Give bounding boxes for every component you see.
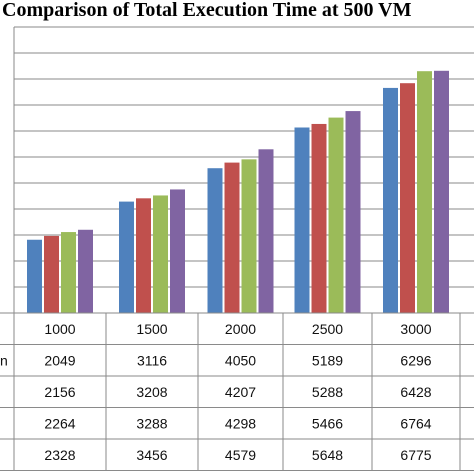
bar	[383, 87, 398, 313]
data-label: 6296	[400, 352, 431, 368]
data-label: 4050	[225, 352, 256, 368]
chart-title: Comparison of Total Execution Time at 50…	[2, 0, 412, 21]
bar	[207, 168, 223, 313]
tick-label: 1500	[136, 321, 167, 337]
bar	[44, 235, 59, 313]
data-label: 4579	[225, 447, 256, 463]
data-label: 5189	[312, 352, 343, 368]
bar	[417, 71, 432, 313]
data-label: 6428	[400, 384, 431, 400]
data-label: 4298	[225, 415, 256, 431]
data-label: 6764	[400, 415, 431, 431]
data-label: 2264	[44, 415, 75, 431]
tick-label: 2000	[225, 321, 256, 337]
data-label: 3116	[137, 352, 167, 368]
bar	[61, 232, 76, 313]
bar	[170, 189, 185, 313]
data-label: 3288	[136, 415, 167, 431]
bar	[78, 229, 93, 313]
bar	[153, 195, 168, 313]
data-label: 2049	[44, 352, 75, 368]
bar	[294, 127, 310, 313]
bar	[119, 201, 134, 313]
bar	[241, 159, 257, 313]
bar	[311, 123, 327, 313]
data-label: 3208	[136, 384, 167, 400]
bar	[27, 239, 42, 313]
data-label: 6775	[400, 447, 431, 463]
bar	[136, 198, 151, 313]
bar	[345, 111, 361, 313]
series-label: n	[0, 352, 8, 368]
bar	[258, 149, 274, 313]
bar	[434, 70, 449, 313]
tick-label: 3000	[400, 321, 431, 337]
bar	[400, 83, 415, 313]
data-label: 5466	[312, 415, 343, 431]
tick-label: 1000	[44, 321, 75, 337]
data-label: 5288	[312, 384, 343, 400]
data-label: 2156	[44, 384, 75, 400]
tick-label: 2500	[312, 321, 343, 337]
bar	[224, 162, 240, 313]
data-label: 5648	[312, 447, 343, 463]
data-label: 3456	[136, 447, 167, 463]
data-label: 2328	[44, 447, 75, 463]
bar	[328, 117, 344, 313]
data-label: 4207	[225, 384, 256, 400]
